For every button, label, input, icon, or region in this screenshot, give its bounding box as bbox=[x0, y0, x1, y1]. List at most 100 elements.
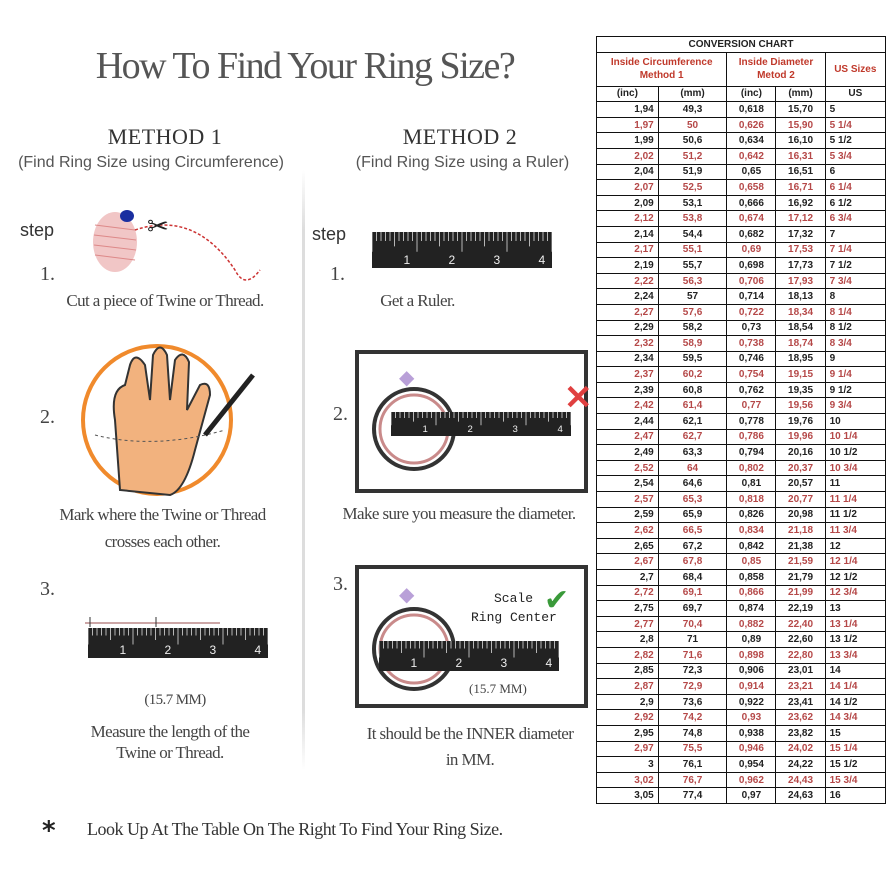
table-cell: 18,13 bbox=[775, 288, 826, 305]
table-cell: 2,7 bbox=[596, 569, 659, 586]
hand-illustration-icon bbox=[81, 344, 255, 497]
table-cell: 63,3 bbox=[657, 444, 728, 461]
table-cell: 0,89 bbox=[726, 631, 777, 648]
table-cell: 61,4 bbox=[657, 397, 728, 415]
table-cell: 0,738 bbox=[726, 335, 777, 352]
table-cell: 60,8 bbox=[657, 381, 728, 399]
table-cell: 0,77 bbox=[726, 397, 777, 415]
table-cell: 14 1/2 bbox=[824, 693, 886, 711]
table-title: CONVERSION CHART bbox=[596, 36, 886, 53]
table-row: 2,65 67,2 0,842 21,38 12 bbox=[596, 537, 886, 555]
table-cell: 2,72 bbox=[596, 584, 659, 602]
page-title: How To Find Your Ring Size? bbox=[95, 45, 516, 87]
table-cell: 55,7 bbox=[657, 257, 728, 274]
table-cell: 10 1/2 bbox=[824, 444, 886, 461]
table-cell: 0,682 bbox=[726, 225, 777, 243]
table-cell: 16,51 bbox=[775, 163, 826, 181]
table-row: 2,22 56,3 0,706 17,93 7 3/4 bbox=[596, 272, 886, 290]
table-row: 2,77 70,4 0,882 22,40 13 1/4 bbox=[596, 615, 886, 633]
table-cell: 23,82 bbox=[775, 724, 826, 742]
table-cell: 0,81 bbox=[726, 475, 777, 493]
table-cell: 50 bbox=[657, 116, 728, 134]
table-cell: 2,62 bbox=[596, 522, 659, 539]
table-cell: 77,4 bbox=[657, 787, 728, 804]
table-row: 2,57 65,3 0,818 20,77 11 1/4 bbox=[596, 491, 886, 508]
table-cell: 64 bbox=[657, 459, 728, 477]
table-cell: 2,85 bbox=[596, 662, 659, 680]
table-cell: 2,12 bbox=[596, 210, 659, 227]
table-cell: 15 1/2 bbox=[824, 756, 886, 773]
table-cell: 0,858 bbox=[726, 569, 777, 586]
table-row: 2,87 72,9 0,914 23,21 14 1/4 bbox=[596, 678, 886, 695]
method2-step1-text: Get a Ruler. bbox=[380, 291, 455, 310]
table-cell: 2,67 bbox=[596, 553, 659, 570]
table-cell: 22,80 bbox=[775, 646, 826, 664]
table-row: 2,32 58,9 0,738 18,74 8 3/4 bbox=[596, 335, 886, 352]
table-cell: 58,9 bbox=[657, 335, 728, 352]
method2-step1-number: 1. bbox=[330, 263, 345, 285]
table-cell: 0,626 bbox=[726, 116, 777, 134]
svg-text:◆: ◆ bbox=[399, 367, 415, 389]
table-row: 2,17 55,1 0,69 17,53 7 1/4 bbox=[596, 241, 886, 259]
table-cell: 0,746 bbox=[726, 350, 777, 368]
ruler-label: 1 bbox=[411, 656, 418, 670]
table-cell: 16,71 bbox=[775, 179, 826, 196]
table-row: 3,05 77,4 0,97 24,63 16 bbox=[596, 787, 886, 804]
table-cell: 22,60 bbox=[775, 631, 826, 648]
table-cell: 18,95 bbox=[775, 350, 826, 368]
table-row: 2,97 75,5 0,946 24,02 15 1/4 bbox=[596, 740, 886, 758]
table-cell: 0,65 bbox=[726, 163, 777, 181]
table-cell: 22,19 bbox=[775, 600, 826, 617]
ruler-label: 4 bbox=[255, 643, 262, 657]
table-cell: 0,642 bbox=[726, 147, 777, 165]
table-row: 2,34 59,5 0,746 18,95 9 bbox=[596, 350, 886, 368]
table-cell: 2,34 bbox=[596, 350, 659, 368]
table-row: 2,75 69,7 0,874 22,19 13 bbox=[596, 600, 886, 617]
table-cell: 15,90 bbox=[775, 116, 826, 134]
table-cell: 0,85 bbox=[726, 553, 777, 570]
table-cell: 19,96 bbox=[775, 428, 826, 446]
method2-step3-text-line2: in MM. bbox=[445, 750, 495, 769]
table-cell: 2,97 bbox=[596, 740, 659, 758]
table-cell: 62,7 bbox=[657, 428, 728, 446]
table-cell: 0,714 bbox=[726, 288, 777, 305]
table-cell: 13 1/2 bbox=[824, 631, 886, 648]
table-cell: 2,95 bbox=[596, 724, 659, 742]
table-cell: 24,22 bbox=[775, 756, 826, 773]
table-row: 2,12 53,8 0,674 17,12 6 3/4 bbox=[596, 210, 886, 227]
table-cell: 17,32 bbox=[775, 225, 826, 243]
table-cell: 2,02 bbox=[596, 147, 659, 165]
table-cell: 24,43 bbox=[775, 771, 826, 789]
table-cell: 2,19 bbox=[596, 257, 659, 274]
method2-measure-value: (15.7 MM) bbox=[469, 681, 527, 696]
table-cell: 0,69 bbox=[726, 241, 777, 259]
table-cell: 2,22 bbox=[596, 272, 659, 290]
table-cell: 57,6 bbox=[657, 303, 728, 321]
table-row: 2,27 57,6 0,722 18,34 8 1/4 bbox=[596, 303, 886, 321]
table-cell: 6 1/2 bbox=[824, 194, 886, 212]
scale-label: Scale bbox=[494, 591, 534, 606]
table-cell: 8 1/2 bbox=[824, 319, 886, 337]
method2-step3-text-line1: It should be the INNER diameter bbox=[366, 724, 574, 743]
table-cell: 15 bbox=[824, 724, 886, 742]
method1-step2-number: 2. bbox=[40, 406, 55, 428]
method1-step2-text-line1: Mark where the Twine or Thread bbox=[59, 505, 266, 524]
table-cell: 57 bbox=[657, 288, 728, 305]
table-cell: 0,826 bbox=[726, 506, 777, 524]
table-row: 2,42 61,4 0,77 19,56 9 3/4 bbox=[596, 397, 886, 415]
table-cell: 0,754 bbox=[726, 366, 777, 383]
table-row: 2,72 69,1 0,866 21,99 12 3/4 bbox=[596, 584, 886, 602]
table-cell: 13 1/4 bbox=[824, 615, 886, 633]
table-cell: 67,8 bbox=[657, 553, 728, 570]
table-cell: 10 3/4 bbox=[824, 459, 886, 477]
table-cell: 11 3/4 bbox=[824, 522, 886, 539]
table-cell: 8 1/4 bbox=[824, 303, 886, 321]
conversion-chart-table: CONVERSION CHART Inside Circumference Met… bbox=[595, 36, 886, 804]
divider bbox=[302, 170, 305, 770]
ruler-label: 4 bbox=[546, 656, 553, 670]
table-row: 2,39 60,8 0,762 19,35 9 1/2 bbox=[596, 381, 886, 399]
table-row: 2,07 52,5 0,658 16,71 6 1/4 bbox=[596, 179, 886, 196]
ruler-icon: 1 2 3 4 bbox=[88, 628, 268, 658]
table-cell: 7 1/4 bbox=[824, 241, 886, 259]
table-row: 2,52 64 0,802 20,37 10 3/4 bbox=[596, 459, 886, 477]
